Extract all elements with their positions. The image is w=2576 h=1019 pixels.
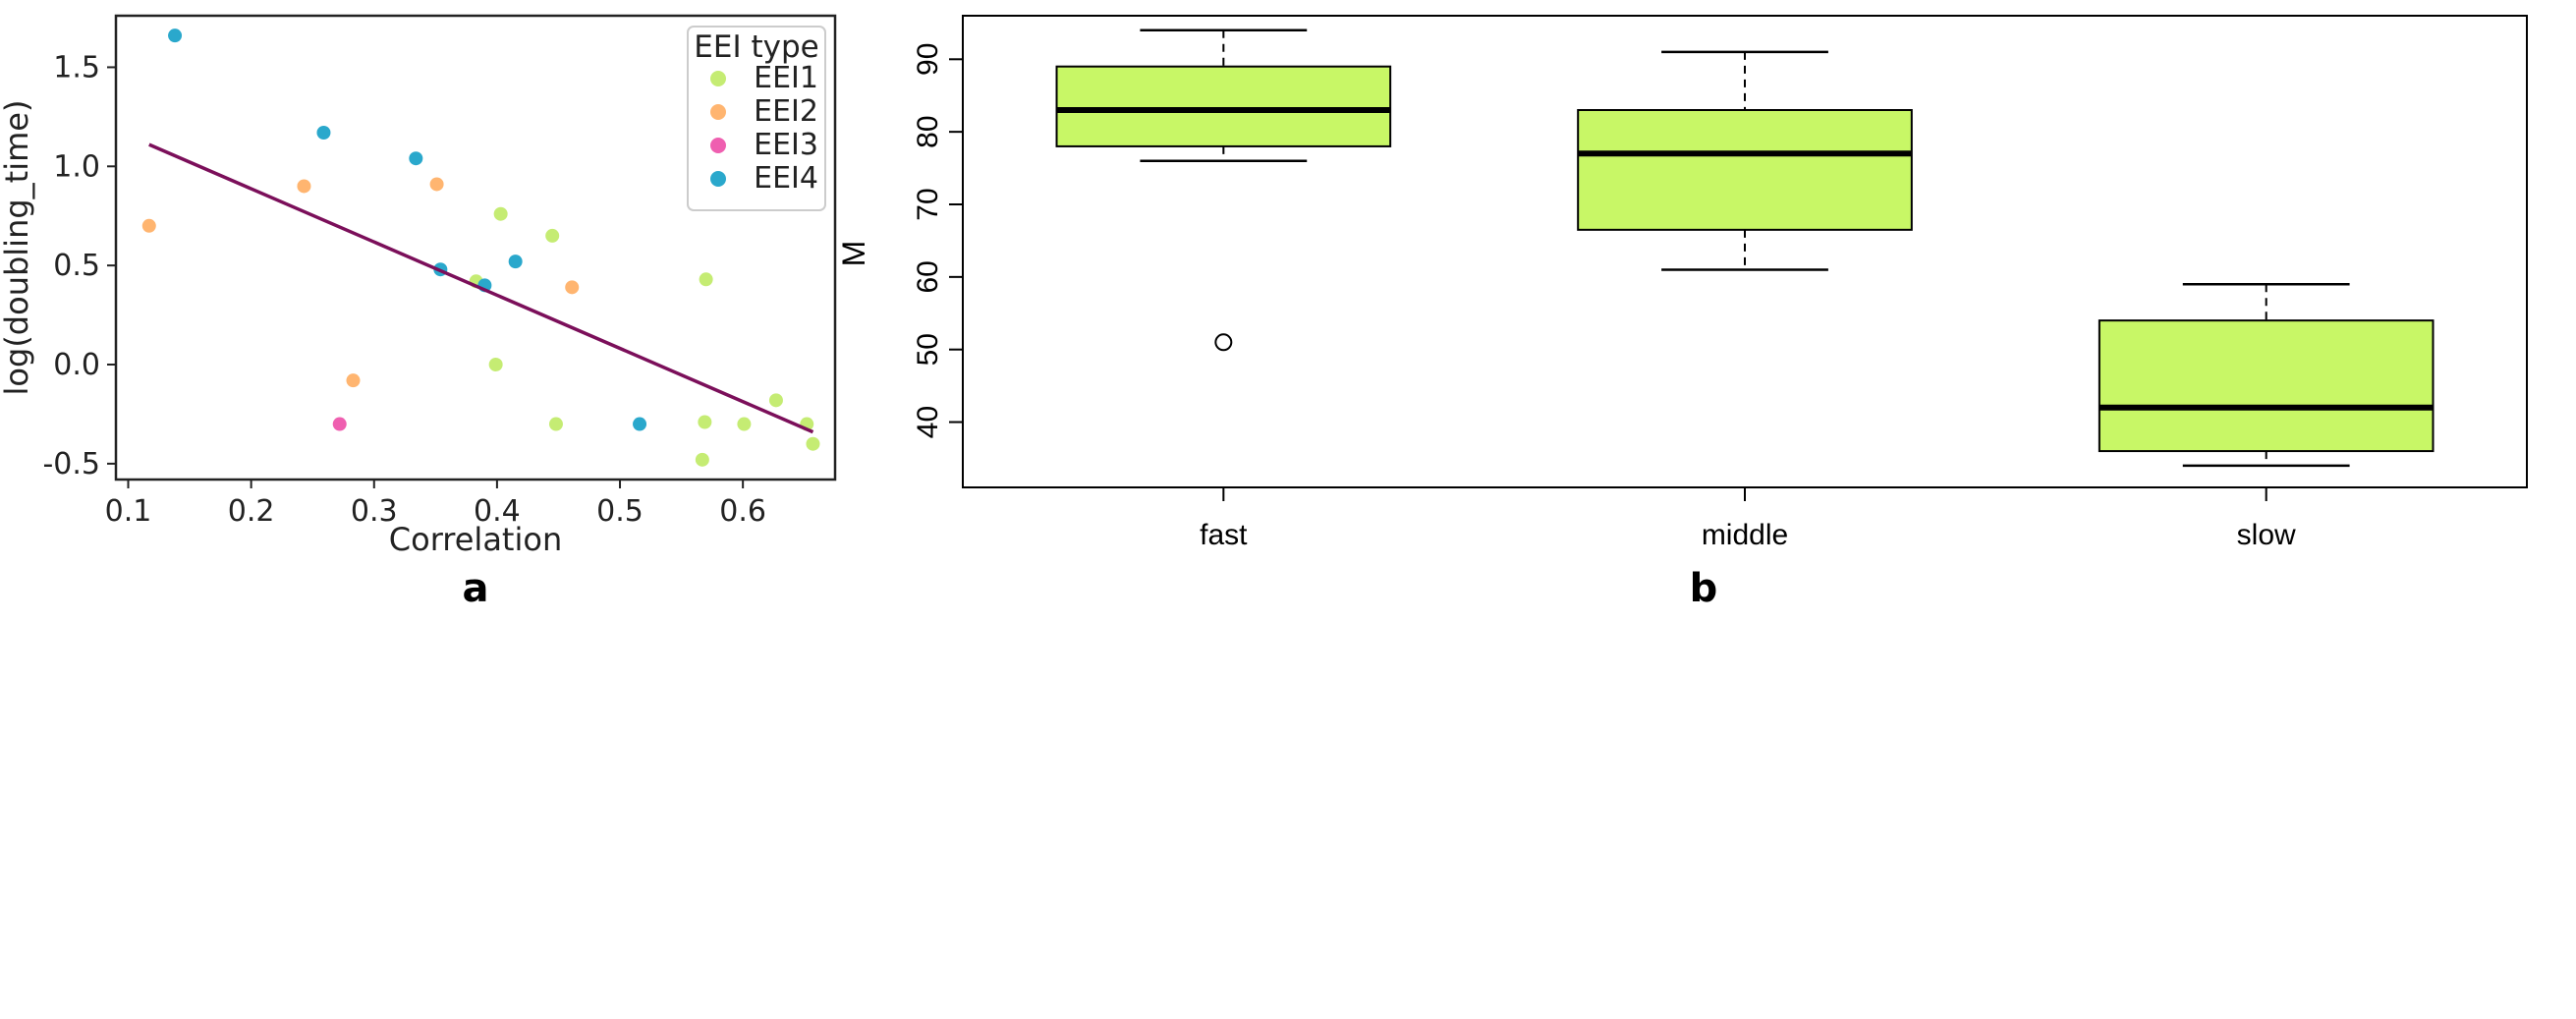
scatter-point-eei1	[545, 228, 560, 243]
scatter-x-label: Correlation	[389, 521, 562, 558]
scatter-point-eei1	[806, 436, 820, 451]
scatter-y-label: log(doubling_time)	[0, 100, 35, 396]
legend-label-eei3: EEI3	[754, 128, 818, 162]
panel-label-a: a	[463, 566, 489, 611]
scatter-y-tick-label: 0.5	[53, 249, 100, 283]
scatter-point-eei4	[409, 151, 423, 166]
scatter-x-tick-label: 0.1	[105, 494, 152, 529]
boxplot-y-tick-label: 60	[912, 260, 944, 293]
boxplot-boxes	[1055, 28, 2435, 468]
scatter-point-eei1	[698, 415, 712, 429]
scatter-point-eei2	[565, 280, 580, 295]
scatter-point-eei1	[488, 358, 503, 372]
box-fast	[1055, 65, 1392, 147]
boxplot-x-axis: fast middle slow	[1200, 487, 2296, 551]
boxplot-x-tick-label: fast	[1200, 519, 1248, 551]
scatter-point-eei4	[168, 28, 183, 43]
boxplot-y-tick-label: 40	[912, 406, 944, 438]
scatter-point-eei1	[695, 452, 709, 467]
boxplot-y-tick-label: 90	[912, 43, 944, 76]
scatter-x-axis: 0.1 0.2 0.3 0.4 0.5 0.6	[105, 480, 766, 529]
legend-marker-eei2	[710, 104, 726, 120]
boxplot-x-tick-label: slow	[2237, 519, 2296, 551]
scatter-point-eei2	[297, 179, 311, 194]
scatter-point-eei4	[508, 255, 523, 269]
boxplot-y-axis: 40 50 60 70 80 90	[912, 43, 963, 438]
box-middle	[1577, 109, 1913, 231]
scatter-point-eei2	[346, 373, 361, 388]
outlier-point	[1214, 333, 1233, 352]
regression-line	[148, 142, 814, 434]
boxplot-x-tick-label: middle	[1702, 519, 1788, 551]
scatter-y-tick-label: 1.5	[53, 50, 100, 85]
scatter-point-eei1	[493, 206, 508, 221]
boxplot-y-tick-label: 50	[912, 333, 944, 366]
legend-title: EEI type	[694, 29, 818, 65]
boxplot-y-tick-label: 70	[912, 188, 944, 220]
boxplot-y-label: M	[836, 241, 871, 267]
scatter-point-eei2	[429, 177, 444, 192]
panel-label-b: b	[1690, 566, 1718, 611]
scatter-point-eei1	[737, 417, 752, 431]
scatter-point-eei4	[316, 126, 331, 141]
scatter-x-tick-label: 0.6	[719, 494, 766, 529]
legend-marker-eei1	[710, 71, 726, 86]
scatter-point-eei1	[768, 393, 783, 408]
scatter-y-tick-label: 1.0	[53, 149, 100, 184]
scatter-y-axis: -0.5 0.0 0.5 1.0 1.5	[42, 50, 116, 481]
scatter-point-eei1	[548, 417, 563, 431]
boxplot-y-tick-label: 80	[912, 115, 944, 147]
scatter-x-tick-label: 0.2	[228, 494, 275, 529]
scatter-x-tick-label: 0.4	[474, 494, 521, 529]
legend-label-eei4: EEI4	[754, 161, 818, 196]
scatter-point-eei1	[699, 272, 713, 287]
scatter-point-eei2	[141, 218, 156, 233]
scatter-point-eei4	[633, 417, 647, 431]
scatter-x-tick-label: 0.5	[596, 494, 644, 529]
box-slow	[2098, 319, 2435, 453]
scatter-y-tick-label: 0.0	[53, 348, 100, 382]
scatter-y-tick-label: -0.5	[42, 447, 100, 481]
boxplot-panel: 40 50 60 70 80 90 fast middle slow M b	[836, 15, 2528, 611]
legend-label-eei1: EEI1	[754, 61, 818, 95]
scatter-point-eei3	[332, 417, 347, 431]
scatter-panel: 0.1 0.2 0.3 0.4 0.5 0.6 -0.5 0.0 0.5 1.0 1.5 EEI …	[0, 14, 837, 611]
legend-label-eei2: EEI2	[754, 94, 818, 129]
legend-marker-eei3	[710, 138, 726, 153]
scatter-x-tick-label: 0.3	[351, 494, 398, 529]
legend-marker-eei4	[710, 171, 726, 187]
